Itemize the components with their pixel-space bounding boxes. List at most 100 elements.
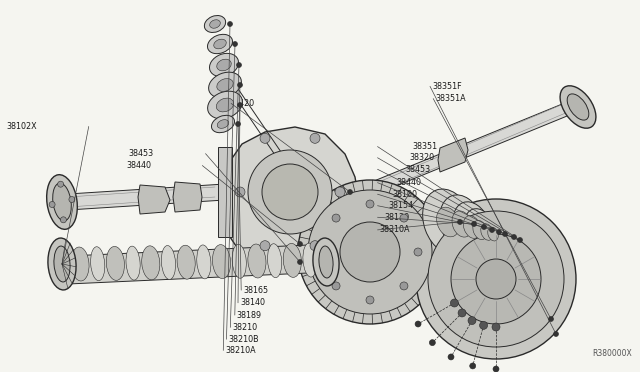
Circle shape [60, 217, 67, 223]
Ellipse shape [217, 59, 231, 71]
Circle shape [260, 133, 270, 143]
Ellipse shape [268, 244, 282, 278]
Text: 38440: 38440 [126, 161, 151, 170]
Circle shape [476, 259, 516, 299]
Polygon shape [218, 147, 232, 237]
Text: 38100: 38100 [392, 190, 417, 199]
Circle shape [332, 282, 340, 290]
Circle shape [400, 214, 408, 222]
Circle shape [518, 237, 522, 243]
Circle shape [298, 180, 442, 324]
Circle shape [472, 221, 477, 227]
Circle shape [400, 282, 408, 290]
Text: 38140: 38140 [240, 298, 265, 307]
Ellipse shape [481, 224, 493, 240]
Ellipse shape [422, 189, 474, 255]
Circle shape [451, 299, 458, 307]
Circle shape [237, 103, 243, 108]
Circle shape [554, 331, 559, 337]
Text: 38210A: 38210A [225, 346, 256, 355]
Ellipse shape [216, 98, 234, 112]
Ellipse shape [500, 229, 516, 251]
Circle shape [366, 296, 374, 304]
Circle shape [348, 189, 353, 195]
Ellipse shape [177, 245, 195, 279]
Circle shape [260, 241, 270, 251]
Circle shape [237, 83, 243, 87]
Circle shape [458, 219, 463, 224]
Text: 38120: 38120 [384, 213, 409, 222]
Polygon shape [68, 184, 225, 210]
Circle shape [298, 260, 303, 264]
Circle shape [237, 62, 241, 67]
Circle shape [451, 234, 541, 324]
Text: 38189: 38189 [237, 311, 262, 320]
Circle shape [248, 150, 332, 234]
Text: 38351A: 38351A [435, 94, 466, 103]
Circle shape [262, 164, 318, 220]
Ellipse shape [453, 202, 491, 252]
Ellipse shape [91, 247, 105, 280]
Circle shape [335, 187, 345, 197]
Circle shape [429, 340, 435, 346]
Ellipse shape [217, 78, 233, 92]
Polygon shape [173, 182, 202, 212]
Ellipse shape [452, 211, 472, 237]
Text: 38320: 38320 [410, 153, 435, 162]
Circle shape [232, 42, 237, 46]
Circle shape [428, 211, 564, 347]
Text: 38440: 38440 [396, 178, 421, 187]
Circle shape [366, 200, 374, 208]
Ellipse shape [209, 72, 241, 98]
Text: 38210B: 38210B [228, 335, 259, 344]
Ellipse shape [463, 216, 481, 238]
Ellipse shape [71, 247, 89, 281]
Ellipse shape [284, 243, 301, 278]
Ellipse shape [207, 91, 243, 119]
Text: 38310A: 38310A [380, 225, 410, 234]
Polygon shape [225, 127, 360, 264]
Circle shape [458, 309, 466, 317]
Ellipse shape [54, 246, 70, 282]
Ellipse shape [126, 246, 140, 280]
Text: 38351F: 38351F [432, 82, 461, 91]
Ellipse shape [214, 39, 227, 49]
Ellipse shape [473, 214, 501, 250]
Circle shape [415, 321, 421, 327]
Circle shape [470, 363, 476, 369]
Circle shape [414, 248, 422, 256]
Ellipse shape [217, 120, 228, 128]
Ellipse shape [303, 243, 317, 277]
Ellipse shape [204, 16, 226, 32]
Ellipse shape [210, 20, 220, 28]
Text: 38453: 38453 [406, 165, 431, 174]
Circle shape [548, 317, 554, 321]
Ellipse shape [481, 218, 505, 250]
Circle shape [490, 228, 495, 232]
Ellipse shape [161, 246, 175, 279]
Ellipse shape [211, 115, 234, 133]
Text: 38453: 38453 [128, 149, 153, 158]
Text: 38154: 38154 [388, 201, 413, 210]
Ellipse shape [141, 246, 160, 280]
Ellipse shape [464, 209, 496, 251]
Text: 38210: 38210 [232, 323, 257, 332]
Ellipse shape [209, 53, 239, 77]
Circle shape [298, 241, 303, 247]
Ellipse shape [567, 94, 589, 120]
Text: 38165: 38165 [243, 286, 268, 295]
Polygon shape [352, 100, 572, 204]
Ellipse shape [207, 34, 232, 54]
Circle shape [497, 230, 502, 234]
Circle shape [493, 366, 499, 372]
Circle shape [69, 196, 75, 202]
Ellipse shape [48, 238, 76, 290]
Circle shape [318, 248, 326, 256]
Circle shape [58, 181, 63, 187]
Ellipse shape [492, 224, 513, 251]
Circle shape [479, 321, 488, 329]
Circle shape [511, 234, 516, 240]
Polygon shape [138, 185, 170, 214]
Circle shape [448, 354, 454, 360]
Ellipse shape [473, 221, 487, 240]
